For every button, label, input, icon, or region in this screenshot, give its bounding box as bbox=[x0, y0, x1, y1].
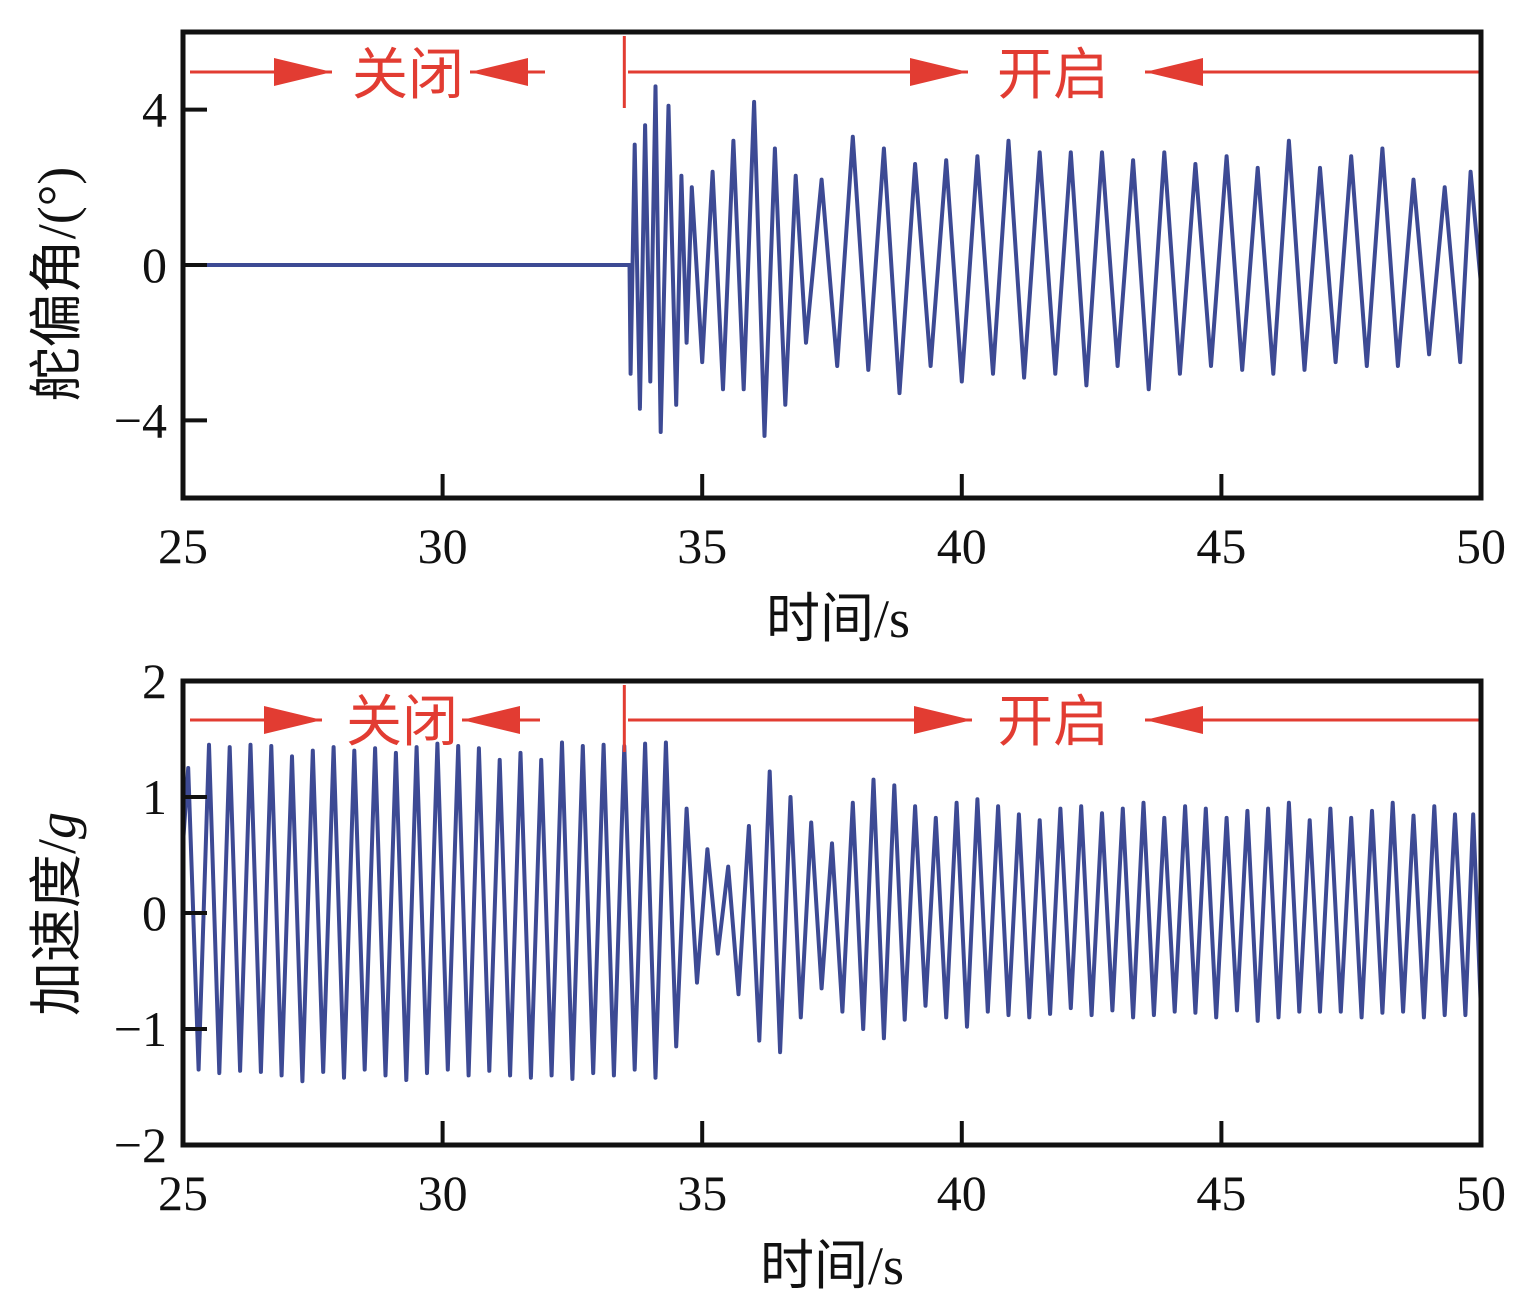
acceleration-x-tick-label: 45 bbox=[1196, 1165, 1246, 1221]
acceleration-x-tick-label: 35 bbox=[677, 1165, 727, 1221]
rudder-x-tick-label: 50 bbox=[1456, 518, 1506, 574]
acceleration-x-tick-label: 30 bbox=[418, 1165, 468, 1221]
rudder-x-tick-label: 30 bbox=[418, 518, 468, 574]
acceleration-y-tick-label: 2 bbox=[142, 653, 167, 709]
rudder-y-axis-title: 舵偏角/(°) bbox=[27, 167, 87, 402]
acceleration-chart: 25 30 35 40 45 50 −2 −1 0 1 2 时间/s 加速度/g 关闭 开启 bbox=[27, 653, 1506, 1296]
accel-y-axis-title-text: 加速度/ bbox=[27, 839, 87, 1016]
rudder-y-tick-label: −4 bbox=[114, 392, 167, 448]
acceleration-y-tick-label: −2 bbox=[114, 1117, 167, 1173]
accel-state-label-on: 开启 bbox=[997, 690, 1109, 755]
rudder-on-arrow-left-head bbox=[1145, 58, 1203, 86]
acceleration-x-tick-label: 40 bbox=[937, 1165, 987, 1221]
rudder-x-tick-label: 35 bbox=[677, 518, 727, 574]
rudder-x-axis-title: 时间/s bbox=[766, 589, 910, 649]
accel-x-axis-title: 时间/s bbox=[760, 1236, 904, 1296]
acceleration-y-tick-label: 0 bbox=[142, 885, 167, 941]
acceleration-x-tick-label: 50 bbox=[1456, 1165, 1506, 1221]
acceleration-on-arrow-right-head bbox=[914, 706, 972, 734]
acceleration-on-arrow-left-head bbox=[1145, 706, 1203, 734]
rudder-series-line-0 bbox=[183, 84, 1483, 438]
rudder-x-tick-label: 40 bbox=[937, 518, 987, 574]
rudder-off-arrow-left-head bbox=[470, 58, 528, 86]
rudder-off-arrow-right-head bbox=[274, 58, 332, 86]
acceleration-off-arrow-left-head bbox=[462, 706, 520, 734]
rudder-on-arrow-right-head bbox=[910, 58, 968, 86]
rudder-x-tick-label: 25 bbox=[158, 518, 208, 574]
rudder-x-tick-label: 45 bbox=[1196, 518, 1246, 574]
acceleration-x-tick-label: 25 bbox=[158, 1165, 208, 1221]
acceleration-plot-area: 25 30 35 40 45 50 −2 −1 0 1 2 bbox=[114, 653, 1506, 1221]
rudder-y-tick-label: 4 bbox=[142, 82, 167, 138]
accel-state-label-off: 关闭 bbox=[346, 690, 458, 755]
accel-y-axis-title-unit: g bbox=[27, 812, 87, 839]
accel-y-axis-title: 加速度/g bbox=[27, 812, 87, 1016]
rudder-state-label-on: 开启 bbox=[997, 43, 1109, 108]
acceleration-off-arrow-right-head bbox=[264, 706, 322, 734]
rudder-plot-area: 25 30 35 40 45 50 −4 0 4 bbox=[114, 29, 1506, 574]
acceleration-y-tick-label: −1 bbox=[114, 1001, 167, 1057]
rudder-y-tick-label: 0 bbox=[142, 237, 167, 293]
acceleration-y-tick-label: 1 bbox=[142, 769, 167, 825]
rudder-angle-chart: 25 30 35 40 45 50 −4 0 4 时间/s 舵偏角/(°) 关闭 开启 bbox=[27, 29, 1506, 649]
acceleration-series-line-0 bbox=[181, 740, 1483, 1084]
rudder-state-label-off: 关闭 bbox=[352, 43, 464, 108]
